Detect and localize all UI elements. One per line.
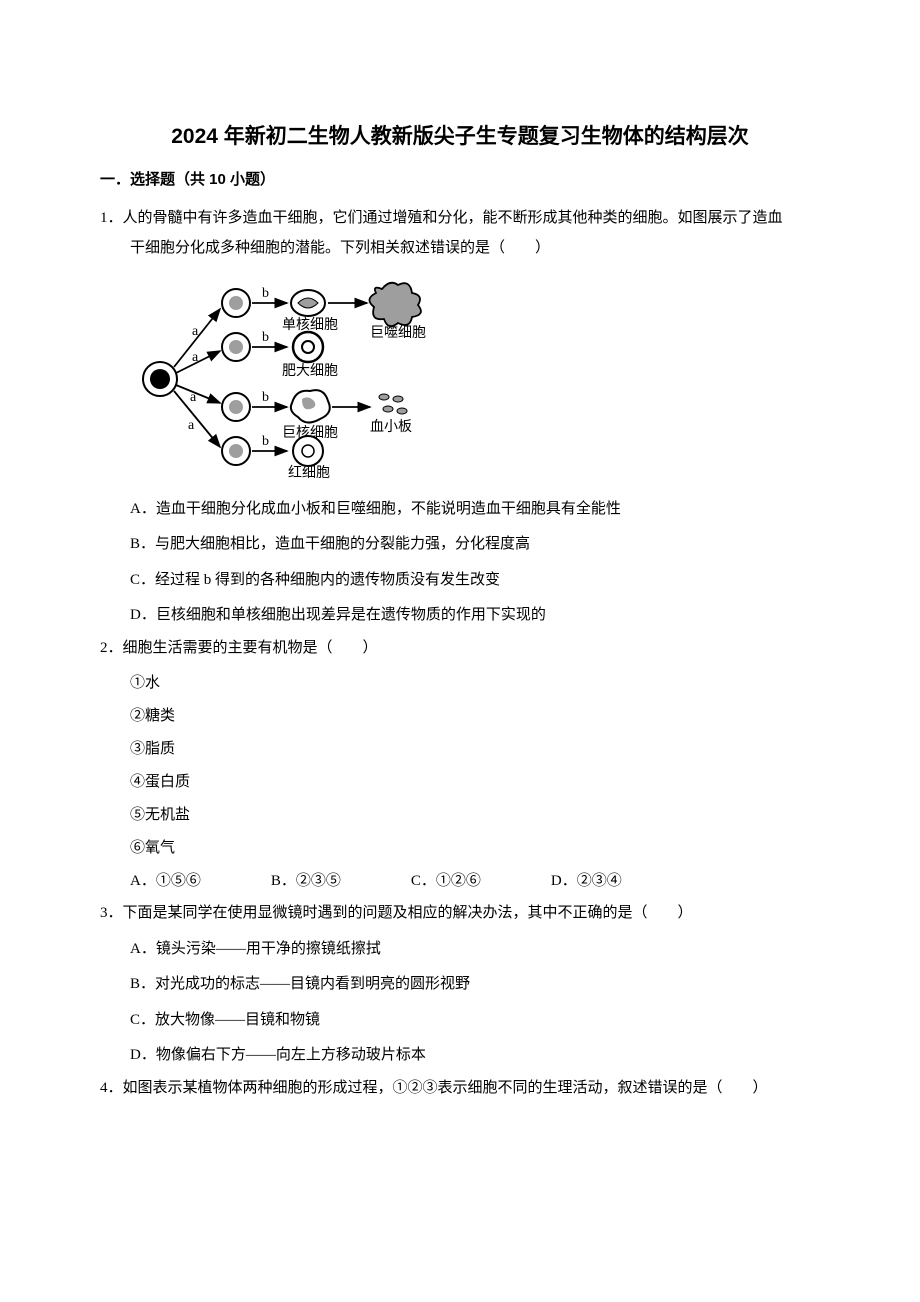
q1-options: A．造血干细胞分化成血小板和巨噬细胞，不能说明造血干细胞具有全能性 B．与肥大细… [100, 492, 820, 633]
edge-b-3: b [262, 390, 269, 405]
edge-b-1: b [262, 286, 269, 301]
edge-b-2: b [262, 330, 269, 345]
q2-item-1: ①水 [100, 667, 820, 700]
macrophage-label: 巨噬细胞 [370, 325, 426, 341]
q2-item-3: ③脂质 [100, 733, 820, 766]
intermediate-cell-2 [222, 333, 250, 361]
q2-item-5: ⑤无机盐 [100, 799, 820, 832]
mastcell-label: 肥大细胞 [282, 363, 338, 379]
q1-stem-line2: 干细胞分化成多种细胞的潜能。下列相关叙述错误的是（ ） [100, 233, 820, 263]
platelet-label: 血小板 [370, 419, 412, 435]
platelet-icon [379, 394, 407, 414]
q1-number: 1． [100, 210, 123, 226]
rbc-icon [293, 436, 323, 466]
intermediate-cell-3 [222, 393, 250, 421]
cell-diagram-svg: a a a a b b b b [132, 269, 462, 479]
question-2: 2．细胞生活需要的主要有机物是（ ） [100, 633, 820, 663]
q2-option-a: A．①⑤⑥ [130, 865, 201, 898]
edge-a-3: a [190, 390, 197, 405]
q1-diagram: a a a a b b b b [100, 269, 820, 484]
question-3: 3．下面是某同学在使用显微镜时遇到的问题及相应的解决办法，其中不正确的是（ ） [100, 898, 820, 928]
q1-option-d: D．巨核细胞和单核细胞出现差异是在遗传物质的作用下实现的 [130, 598, 820, 633]
edge-a-2: a [192, 350, 199, 365]
q3-option-a: A．镜头污染——用干净的擦镜纸擦拭 [130, 932, 820, 967]
q3-option-c: C．放大物像——目镜和物镜 [130, 1003, 820, 1038]
question-4: 4．如图表示某植物体两种细胞的形成过程，①②③表示细胞不同的生理活动，叙述错误的… [100, 1073, 820, 1103]
intermediate-cell-4 [222, 437, 250, 465]
q2-option-d: D．②③④ [551, 865, 622, 898]
q4-number: 4． [100, 1080, 123, 1096]
q2-options: A．①⑤⑥ B．②③⑤ C．①②⑥ D．②③④ [100, 865, 820, 898]
edge-a-4: a [188, 418, 195, 433]
q2-option-b: B．②③⑤ [271, 865, 341, 898]
edge-a-1: a [192, 324, 199, 339]
q3-option-b: B．对光成功的标志——目镜内看到明亮的圆形视野 [130, 967, 820, 1002]
q1-option-c: C．经过程 b 得到的各种细胞内的遗传物质没有发生改变 [130, 563, 820, 598]
mastcell-icon [293, 332, 323, 362]
monocyte-label: 单核细胞 [282, 317, 338, 333]
q2-item-4: ④蛋白质 [100, 766, 820, 799]
q2-item-6: ⑥氧气 [100, 832, 820, 865]
q2-number: 2． [100, 640, 123, 656]
rbc-label: 红细胞 [288, 465, 330, 479]
q2-item-2: ②糖类 [100, 700, 820, 733]
q3-options: A．镜头污染——用干净的擦镜纸擦拭 B．对光成功的标志——目镜内看到明亮的圆形视… [100, 932, 820, 1073]
q3-option-d: D．物像偏右下方——向左上方移动玻片标本 [130, 1038, 820, 1073]
section-header: 一．选择题（共 10 小题） [100, 168, 820, 189]
page-title: 2024 年新初二生物人教新版尖子生专题复习生物体的结构层次 [100, 120, 820, 150]
q2-option-c: C．①②⑥ [411, 865, 481, 898]
q1-option-b: B．与肥大细胞相比，造血干细胞的分裂能力强，分化程度高 [130, 527, 820, 562]
question-1: 1．人的骨髓中有许多造血干细胞，它们通过增殖和分化，能不断形成其他种类的细胞。如… [100, 203, 820, 263]
q1-option-a: A．造血干细胞分化成血小板和巨噬细胞，不能说明造血干细胞具有全能性 [130, 492, 820, 527]
q3-stem: 下面是某同学在使用显微镜时遇到的问题及相应的解决办法，其中不正确的是（ ） [123, 905, 693, 921]
q3-number: 3． [100, 905, 123, 921]
edge-b-4: b [262, 434, 269, 449]
q4-stem: 如图表示某植物体两种细胞的形成过程，①②③表示细胞不同的生理活动，叙述错误的是（… [123, 1080, 768, 1096]
megakaryocyte-icon [291, 390, 330, 422]
monocyte-icon [291, 290, 325, 316]
q2-stem: 细胞生活需要的主要有机物是（ ） [123, 640, 378, 656]
q1-stem-line1: 人的骨髓中有许多造血干细胞，它们通过增殖和分化，能不断形成其他种类的细胞。如图展… [123, 210, 783, 226]
intermediate-cell-1 [222, 289, 250, 317]
macrophage-icon [369, 283, 420, 326]
